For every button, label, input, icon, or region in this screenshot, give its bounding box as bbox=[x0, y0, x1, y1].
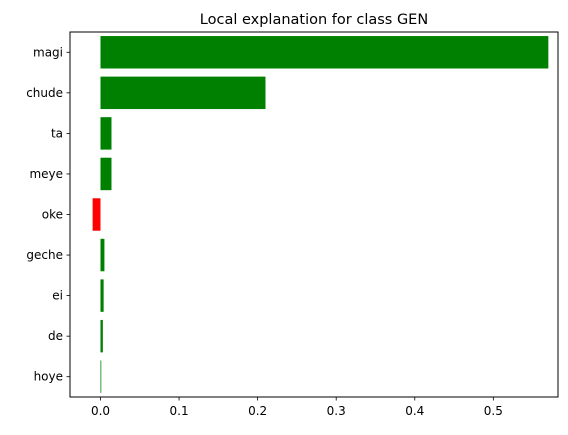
bar-ta bbox=[100, 117, 112, 150]
y-tick-label: de bbox=[48, 329, 63, 343]
x-tick-label: 0.2 bbox=[248, 404, 267, 418]
x-tick-label: 0.5 bbox=[484, 404, 503, 418]
bar-de bbox=[100, 319, 103, 353]
y-tick-label: ei bbox=[52, 289, 63, 303]
y-tick-label: oke bbox=[42, 208, 63, 222]
y-tick-label: meye bbox=[29, 167, 63, 181]
bars-group bbox=[92, 36, 549, 393]
y-tick-label: ta bbox=[51, 126, 63, 140]
x-tick-label: 0.3 bbox=[327, 404, 346, 418]
bar-chude bbox=[100, 76, 266, 110]
bar-meye bbox=[100, 157, 112, 191]
chart-title: Local explanation for class GEN bbox=[200, 12, 428, 28]
bar-ei bbox=[100, 279, 104, 312]
x-tick-label: 0.4 bbox=[405, 404, 424, 418]
x-tick-label: 0.0 bbox=[91, 404, 110, 418]
y-tick-label: magi bbox=[33, 45, 63, 59]
y-tick-label: hoye bbox=[34, 370, 63, 384]
x-tick-label: 0.1 bbox=[170, 404, 189, 418]
bar-geche bbox=[100, 238, 105, 272]
y-axis: magi chude ta meye oke geche ei de hoye bbox=[26, 45, 70, 384]
bar-oke bbox=[92, 198, 101, 231]
bar-magi bbox=[100, 36, 549, 69]
y-tick-label: chude bbox=[26, 86, 63, 100]
bar-hoye bbox=[100, 360, 102, 393]
x-axis: 0.0 0.1 0.2 0.3 0.4 0.5 bbox=[91, 397, 503, 418]
y-tick-label: geche bbox=[26, 248, 63, 262]
